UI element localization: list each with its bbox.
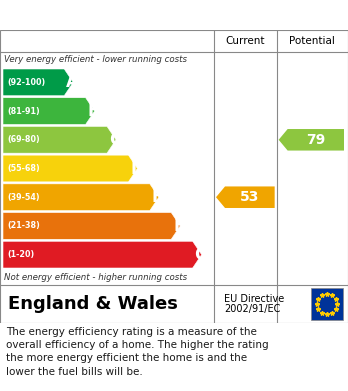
Polygon shape bbox=[3, 98, 95, 124]
Polygon shape bbox=[3, 184, 159, 211]
Bar bbox=[311, 288, 343, 320]
Text: (92-100): (92-100) bbox=[7, 78, 45, 87]
Polygon shape bbox=[279, 129, 344, 151]
Text: 53: 53 bbox=[240, 190, 260, 204]
Text: 2002/91/EC: 2002/91/EC bbox=[224, 304, 281, 314]
Text: G: G bbox=[195, 246, 208, 264]
Polygon shape bbox=[3, 241, 201, 268]
Text: C: C bbox=[109, 131, 121, 149]
Polygon shape bbox=[3, 155, 137, 182]
Text: (55-68): (55-68) bbox=[7, 164, 40, 173]
Text: Energy Efficiency Rating: Energy Efficiency Rating bbox=[10, 7, 232, 23]
Text: (69-80): (69-80) bbox=[7, 135, 40, 144]
Text: The energy efficiency rating is a measure of the
overall efficiency of a home. T: The energy efficiency rating is a measur… bbox=[6, 327, 269, 377]
Polygon shape bbox=[3, 126, 116, 153]
Polygon shape bbox=[216, 187, 275, 208]
Text: Very energy efficient - lower running costs: Very energy efficient - lower running co… bbox=[4, 56, 187, 65]
Text: Potential: Potential bbox=[290, 36, 335, 46]
Text: B: B bbox=[88, 102, 100, 120]
Text: Not energy efficient - higher running costs: Not energy efficient - higher running co… bbox=[4, 273, 187, 282]
Text: F: F bbox=[173, 217, 184, 235]
Text: E: E bbox=[152, 188, 163, 206]
Text: (81-91): (81-91) bbox=[7, 107, 40, 116]
Text: A: A bbox=[66, 74, 79, 91]
Text: EU Directive: EU Directive bbox=[224, 294, 285, 304]
Polygon shape bbox=[3, 69, 73, 96]
Text: Current: Current bbox=[226, 36, 265, 46]
Text: D: D bbox=[130, 160, 144, 178]
Text: England & Wales: England & Wales bbox=[8, 295, 178, 313]
Text: (39-54): (39-54) bbox=[7, 193, 40, 202]
Text: (21-38): (21-38) bbox=[7, 221, 40, 230]
Polygon shape bbox=[3, 213, 180, 239]
Text: (1-20): (1-20) bbox=[7, 250, 34, 259]
Text: 79: 79 bbox=[306, 133, 325, 147]
